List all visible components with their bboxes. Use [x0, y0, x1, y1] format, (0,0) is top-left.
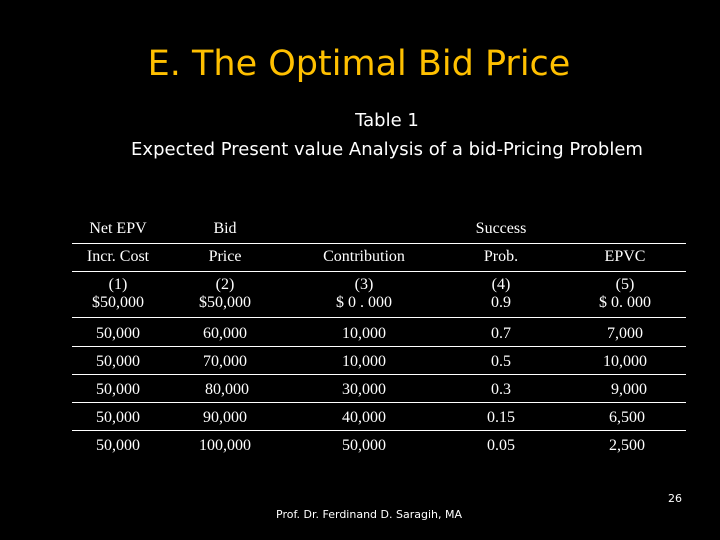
- col-number-3: (3): [354, 276, 374, 293]
- row-rule-3: [72, 374, 686, 375]
- row-4-success-prob: 0.3: [491, 381, 511, 398]
- page-number: 26: [668, 492, 682, 505]
- header-bottom-1: Incr. Cost: [86, 248, 150, 265]
- header-bottom-4: Prob.: [483, 248, 519, 265]
- slide-title: E. The Optimal Bid Price: [147, 44, 571, 84]
- col-number-5: (5): [615, 276, 635, 293]
- row-4-net-epv: 50,000: [96, 381, 140, 398]
- col-number-4: (4): [491, 276, 511, 293]
- row-4-bid-price: 80,000: [205, 381, 249, 398]
- row-5-success-prob: 0.15: [487, 409, 515, 426]
- row-6-success-prob: 0.05: [487, 437, 515, 454]
- row-3-bid-price: 70,000: [203, 353, 247, 370]
- table-caption-title: Expected Present value Analysis of a bid…: [131, 139, 643, 160]
- row-1-success-prob: 0.9: [491, 294, 511, 311]
- row-6-net-epv: 50,000: [96, 437, 140, 454]
- row-3-success-prob: 0.5: [491, 353, 511, 370]
- row-2-contribution: 10,000: [342, 325, 386, 342]
- row-1-bid-price: $50,000: [199, 294, 251, 311]
- row-1-net-epv: $50,000: [92, 294, 144, 311]
- header-bottom-3: Contribution: [323, 248, 405, 265]
- row-5-net-epv: 50,000: [96, 409, 140, 426]
- table-caption-number: Table 1: [355, 110, 419, 131]
- col-number-2: (2): [215, 276, 235, 293]
- row-6-bid-price: 100,000: [199, 437, 251, 454]
- row-rule-4: [72, 402, 686, 403]
- header-rule-1: [72, 243, 686, 244]
- row-2-net-epv: 50,000: [96, 325, 140, 342]
- row-4-epvc: 9,000: [611, 381, 647, 398]
- row-2-success-prob: 0.7: [491, 325, 511, 342]
- row-rule-1: [72, 317, 686, 318]
- header-top-2: Bid: [213, 220, 237, 237]
- row-1-contribution: $ 0 . 000: [336, 294, 392, 311]
- header-bottom-2: Price: [208, 248, 242, 265]
- row-1-epvc: $ 0. 000: [599, 294, 651, 311]
- row-4-contribution: 30,000: [342, 381, 386, 398]
- col-number-1: (1): [108, 276, 128, 293]
- row-2-epvc: 7,000: [607, 325, 643, 342]
- row-3-contribution: 10,000: [342, 353, 386, 370]
- row-3-epvc: 10,000: [603, 353, 647, 370]
- header-top-1: Net EPV: [89, 220, 147, 237]
- row-6-epvc: 2,500: [609, 437, 645, 454]
- row-6-contribution: 50,000: [342, 437, 386, 454]
- row-5-contribution: 40,000: [342, 409, 386, 426]
- header-rule-2: [72, 271, 686, 272]
- header-bottom-5: EPVC: [604, 248, 646, 265]
- row-5-epvc: 6,500: [609, 409, 645, 426]
- row-5-bid-price: 90,000: [203, 409, 247, 426]
- header-top-4: Success: [475, 220, 527, 237]
- row-3-net-epv: 50,000: [96, 353, 140, 370]
- row-2-bid-price: 60,000: [203, 325, 247, 342]
- row-rule-5: [72, 430, 686, 431]
- slide-footer-author: Prof. Dr. Ferdinand D. Saragih, MA: [276, 508, 462, 521]
- row-rule-2: [72, 346, 686, 347]
